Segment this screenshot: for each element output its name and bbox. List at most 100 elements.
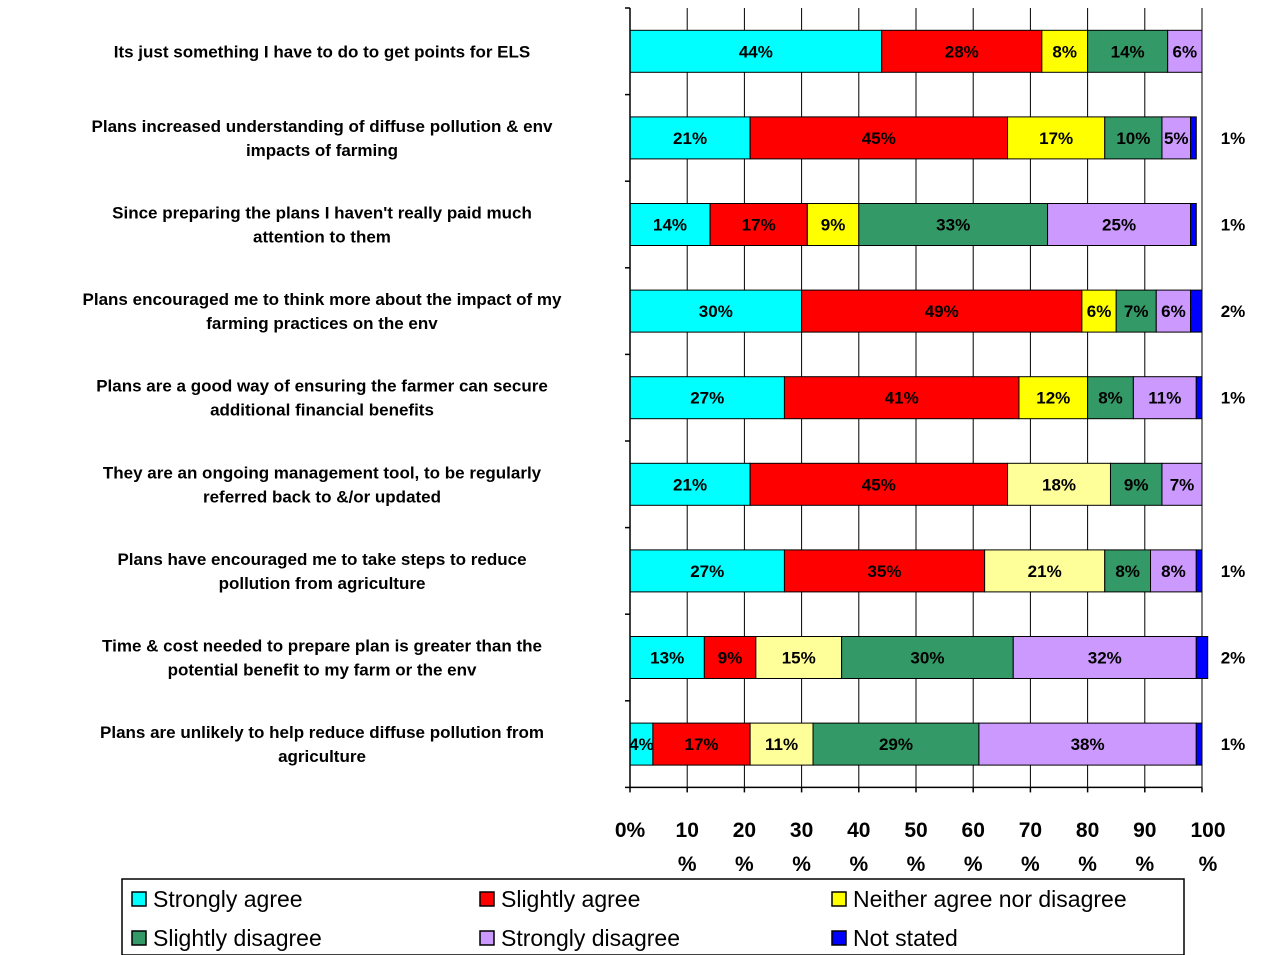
bar-segment: [1132, 376, 1197, 420]
legend-swatch: [479, 930, 495, 946]
data-label: 9%: [821, 216, 846, 235]
bar-segment: [629, 203, 711, 246]
data-label: 8%: [1161, 562, 1186, 581]
bar-segment: [1047, 203, 1192, 246]
bar-segment: [749, 116, 1009, 160]
data-label: 1%: [1221, 389, 1246, 408]
bars: 44% 28% 8% 14% 6% 21% 45% 17% 10% 5% 1% 14% 17% 9% 33%…: [629, 29, 1246, 766]
bar-segment: [1195, 722, 1203, 766]
data-label: 30%: [910, 649, 944, 668]
bar-segment: [801, 289, 1083, 333]
bar-segment: [629, 289, 803, 333]
data-label: 17%: [1039, 129, 1073, 148]
x-tick-label: 100%: [1190, 819, 1225, 876]
data-label: 41%: [885, 389, 919, 408]
data-label: 4%: [629, 735, 654, 754]
legend-label: Neither agree nor disagree: [853, 886, 1127, 912]
x-tick-label: 90%: [1133, 819, 1156, 876]
data-label: 6%: [1087, 302, 1112, 321]
data-label: 7%: [1170, 475, 1195, 494]
bar-segment: [1041, 29, 1089, 73]
bar-segment: [812, 722, 980, 766]
bar-segment: [1115, 289, 1157, 333]
data-label: 21%: [673, 129, 707, 148]
bar-segment: [709, 203, 808, 246]
data-label: 49%: [925, 302, 959, 321]
data-label: 14%: [1111, 42, 1145, 61]
legend-swatch: [131, 930, 147, 946]
bar-segment: [1155, 289, 1192, 333]
legend-label: Strongly disagree: [501, 925, 680, 951]
bar-segment: [1087, 376, 1134, 420]
data-label: 29%: [879, 735, 913, 754]
x-tick-label: 80%: [1076, 819, 1099, 876]
bar-segment: [1012, 636, 1197, 679]
bar-segment: [1167, 29, 1203, 73]
data-label: 44%: [739, 42, 773, 61]
data-label: 32%: [1088, 649, 1122, 668]
data-label: 21%: [673, 475, 707, 494]
legend-box: [121, 878, 1185, 955]
data-label: 1%: [1221, 562, 1246, 581]
legend-label: Not stated: [853, 925, 958, 951]
bar-segment: [1195, 376, 1203, 420]
data-label: 35%: [868, 562, 902, 581]
data-label: 21%: [1028, 562, 1062, 581]
category-label: Plans increased understanding of diffuse…: [92, 117, 553, 160]
category-label: Its just something I have to do to get p…: [114, 42, 531, 61]
bar-segment: [749, 722, 814, 766]
data-label: 33%: [936, 216, 970, 235]
data-label: 25%: [1102, 216, 1136, 235]
bar-segment: [1104, 116, 1163, 160]
legend-swatch: [831, 891, 847, 907]
data-label: 9%: [718, 649, 743, 668]
data-label: 11%: [1148, 389, 1181, 408]
x-tick-label: 20%: [733, 819, 756, 876]
data-label: 14%: [653, 216, 687, 235]
data-label: 6%: [1161, 302, 1186, 321]
data-label: 45%: [862, 129, 896, 148]
bar-segment: [749, 462, 1009, 506]
data-label: 9%: [1124, 475, 1149, 494]
bar-segment: [1087, 29, 1169, 73]
bar-segment: [978, 722, 1197, 766]
data-label: 11%: [765, 735, 798, 754]
x-tick-label: 50%: [904, 819, 927, 876]
bar-segment: [1007, 116, 1106, 160]
data-label: 6%: [1173, 42, 1198, 61]
bar-segment: [858, 203, 1049, 246]
legend-label: Slightly agree: [501, 886, 640, 912]
data-label: 10%: [1116, 129, 1150, 148]
bar-segment: [755, 636, 843, 679]
legend: Strongly agree Slightly agree Neither agre…: [121, 878, 1185, 955]
legend-swatch: [131, 891, 147, 907]
legend-label: Strongly agree: [153, 886, 303, 912]
data-label: 45%: [862, 475, 896, 494]
data-label: 27%: [690, 562, 724, 581]
data-label: 8%: [1098, 389, 1123, 408]
bar-segment: [1150, 549, 1197, 593]
data-label: 15%: [782, 649, 816, 668]
data-label: 12%: [1036, 389, 1070, 408]
x-tick-labels: 0% 10 % 20 % 30 % 40 % 50 % 60 % 70 % 80 % 90 % 100%: [615, 819, 1226, 876]
data-label: 2%: [1221, 649, 1246, 668]
category-label: Plans are a good way of ensuring the far…: [96, 377, 548, 420]
bar-segment: [841, 636, 1014, 679]
category-labels: Its just something I have to do to get p…: [83, 42, 562, 766]
x-tick-label: 40%: [847, 819, 870, 876]
x-tick-label: 30%: [790, 819, 813, 876]
category-label: Plans encouraged me to think more about …: [83, 290, 562, 333]
x-tick-label: 70%: [1019, 819, 1042, 876]
data-label: 27%: [690, 389, 724, 408]
bar-segment: [629, 462, 751, 506]
data-label: 2%: [1221, 302, 1246, 321]
category-label: They are an ongoing management tool, to …: [103, 463, 542, 506]
axes: [625, 7, 1203, 793]
category-label: Plans have encouraged me to take steps t…: [117, 550, 526, 593]
bar-segment: [629, 376, 785, 420]
data-label: 1%: [1221, 735, 1246, 754]
data-label: 8%: [1052, 42, 1077, 61]
bar-segment: [703, 636, 757, 679]
category-label: Plans are unlikely to help reduce diffus…: [100, 723, 544, 766]
